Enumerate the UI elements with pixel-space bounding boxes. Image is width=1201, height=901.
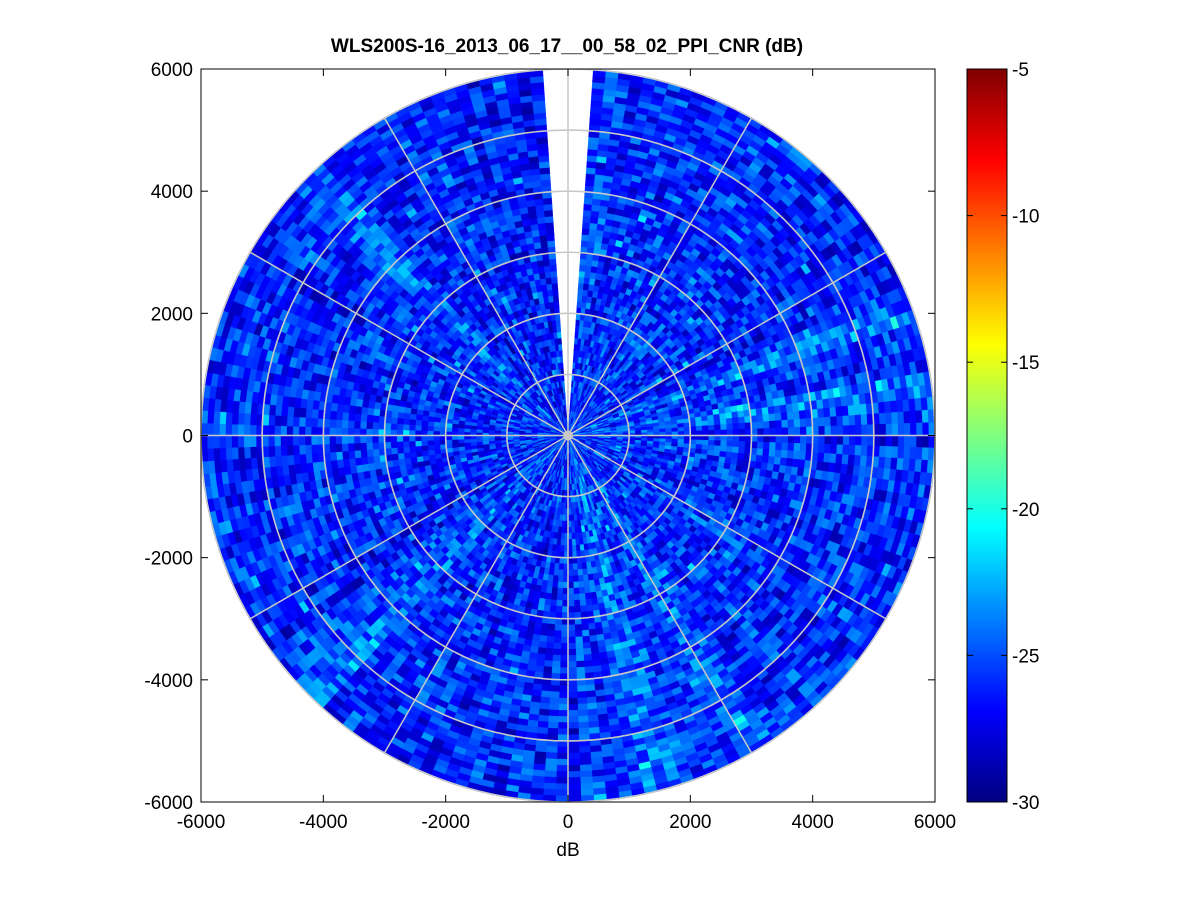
colorbar-tick-label: -30 — [1012, 793, 1039, 814]
polar-grid — [201, 69, 935, 802]
x-axis: -6000 -4000 -2000 0 2000 4000 6000 — [177, 69, 956, 833]
azimuth-spoke — [383, 435, 569, 754]
y-tick-label: 2000 — [151, 304, 193, 325]
azimuth-spoke — [567, 117, 753, 436]
colorbar-tick-label: -15 — [1012, 353, 1039, 374]
colorbar-tick-label: -20 — [1012, 500, 1039, 521]
colorbar-tick-label: -5 — [1012, 60, 1029, 81]
x-tick-label: 6000 — [914, 812, 956, 833]
x-tick-label: -6000 — [177, 812, 226, 833]
y-axis: 6000 4000 2000 0 -2000 -4000 -6000 — [144, 60, 935, 814]
x-axis-label: dB — [556, 840, 579, 861]
azimuth-spoke — [383, 117, 569, 436]
x-tick-label: -4000 — [299, 812, 348, 833]
y-tick-label: 0 — [182, 427, 193, 448]
azimuth-spoke — [567, 435, 753, 754]
y-tick-label: -4000 — [144, 671, 193, 692]
x-tick-label: 2000 — [669, 812, 711, 833]
x-tick-label: 4000 — [792, 812, 834, 833]
colorbar-tick-label: -25 — [1012, 646, 1039, 667]
y-tick-label: -2000 — [144, 549, 193, 570]
x-tick-label: -2000 — [421, 812, 470, 833]
center-marker — [563, 430, 573, 441]
colorbar-ticks: -5 -10 -15 -20 -25 -30 — [967, 60, 1039, 814]
azimuth-spoke — [567, 251, 887, 437]
colorbar — [966, 68, 1008, 803]
chart-title: WLS200S-16_2013_06_17__00_58_02_PPI_CNR … — [331, 36, 803, 57]
y-tick-label: 4000 — [151, 182, 193, 203]
y-tick-label: -6000 — [144, 793, 193, 814]
x-tick-label: 0 — [563, 812, 574, 833]
azimuth-spoke — [249, 251, 569, 437]
y-tick-label: 6000 — [151, 60, 193, 81]
azimuth-spoke — [567, 434, 887, 620]
azimuth-spoke — [249, 434, 569, 620]
colorbar-tick-label: -10 — [1012, 207, 1039, 228]
